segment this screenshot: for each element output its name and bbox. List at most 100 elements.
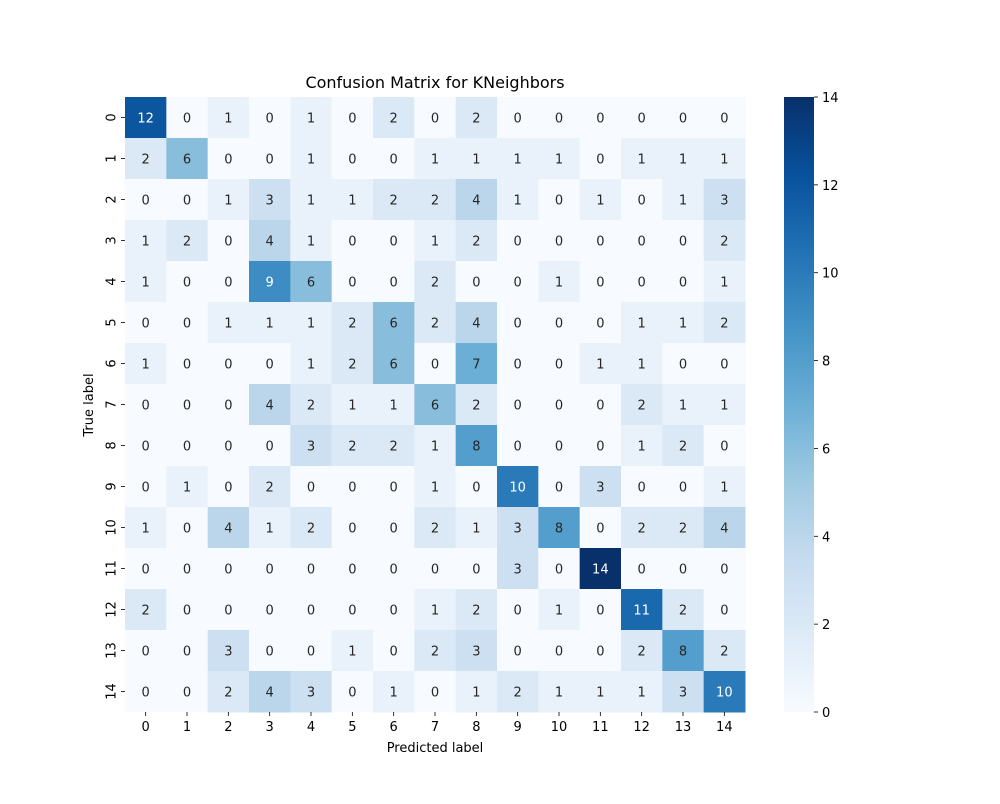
heatmap-cell (703, 179, 746, 221)
heatmap-cell (703, 507, 746, 549)
heatmap-cell (414, 507, 457, 549)
cell-value-label: 0 (596, 317, 604, 332)
heatmap-cell (207, 179, 250, 221)
cell-value-label: 1 (638, 153, 646, 168)
heatmap-cell (703, 630, 746, 672)
heatmap-cell (497, 343, 539, 385)
cell-value-label: 0 (555, 645, 563, 660)
heatmap-cell (207, 302, 250, 344)
cell-value-label: 1 (348, 399, 356, 414)
cell-value-label: 2 (472, 112, 480, 127)
heatmap-cell (455, 138, 498, 180)
heatmap-cell (331, 507, 374, 549)
cell-value-label: 0 (390, 522, 398, 537)
heatmap-cell (414, 671, 457, 713)
cell-value-label: 12 (137, 112, 154, 127)
x-tick-label: 11 (592, 720, 609, 735)
cell-value-label: 0 (390, 645, 398, 660)
cell-value-label: 0 (183, 358, 191, 373)
cell-value-label: 0 (638, 194, 646, 209)
cell-value-label: 0 (720, 358, 728, 373)
heatmap-cell (579, 630, 622, 672)
heatmap-cell (455, 343, 498, 385)
heatmap-cell (373, 466, 415, 508)
y-tick-label: 11 (105, 560, 120, 577)
cell-value-label: 0 (348, 522, 356, 537)
cell-value-label: 0 (720, 604, 728, 619)
heatmap-cell (166, 384, 209, 426)
heatmap-cell (166, 138, 209, 180)
heatmap-cell (331, 261, 374, 303)
heatmap-cell (249, 466, 291, 508)
cell-value-label: 0 (514, 440, 522, 455)
cell-value-label: 0 (596, 112, 604, 127)
cell-value-label: 1 (472, 686, 480, 701)
cell-value-label: 1 (348, 645, 356, 660)
colorbar-ticks: 0 2 4 6 8 10 12 14 (814, 91, 839, 721)
heatmap-cell (373, 302, 415, 344)
heatmap-cell (621, 302, 663, 344)
cell-value-label: 3 (224, 645, 232, 660)
cell-value-label: 0 (555, 112, 563, 127)
x-tick-label: 10 (551, 720, 568, 735)
heatmap-cell (249, 179, 291, 221)
cell-value-label: 0 (720, 112, 728, 127)
cell-value-label: 0 (679, 563, 687, 578)
cell-value-label: 0 (142, 686, 150, 701)
heatmap-cell (290, 548, 333, 590)
cell-value-label: 0 (514, 645, 522, 660)
heatmap-cell (579, 384, 622, 426)
heatmap-cell (331, 97, 374, 139)
cell-value-label: 1 (307, 112, 315, 127)
heatmap-cell (703, 589, 746, 631)
heatmap-cell (621, 507, 663, 549)
cell-value-label: 1 (390, 686, 398, 701)
heatmap-cell (703, 466, 746, 508)
cell-value-label: 1 (638, 317, 646, 332)
heatmap-cell (497, 630, 539, 672)
cell-value-label: 1 (224, 317, 232, 332)
heatmap-cell (249, 97, 291, 139)
heatmap-cell (290, 671, 333, 713)
y-tick-label: 5 (105, 318, 120, 326)
heatmap-cell (125, 179, 167, 221)
heatmap-cell (621, 671, 663, 713)
cell-value-label: 3 (307, 440, 315, 455)
heatmap-cell (207, 630, 250, 672)
heatmap-cell (538, 343, 581, 385)
heatmap-cell (331, 548, 374, 590)
colorbar-tick-label: 2 (822, 618, 830, 633)
cell-value-label: 0 (596, 522, 604, 537)
cell-value-label: 1 (472, 522, 480, 537)
cell-value-label: 1 (720, 481, 728, 496)
y-tick-label: 14 (105, 683, 120, 700)
heatmap-cell (662, 138, 705, 180)
heatmap-cell (538, 302, 581, 344)
cell-value-label: 2 (142, 604, 150, 619)
cell-value-label: 8 (555, 522, 563, 537)
heatmap-cell (207, 261, 250, 303)
heatmap-cell (579, 507, 622, 549)
heatmap-cell (125, 548, 167, 590)
cell-value-label: 0 (348, 112, 356, 127)
cell-value-label: 1 (679, 317, 687, 332)
cell-value-label: 0 (596, 440, 604, 455)
heatmap-cell (166, 630, 209, 672)
heatmap-cell (579, 548, 622, 590)
heatmap-cell (497, 425, 539, 467)
heatmap-cell (331, 138, 374, 180)
cell-value-label: 0 (679, 235, 687, 250)
cell-value-label: 0 (348, 153, 356, 168)
heatmap-cell (125, 630, 167, 672)
heatmap-cell (166, 507, 209, 549)
cell-value-label: 0 (224, 399, 232, 414)
x-tick-label: 4 (307, 720, 315, 735)
heatmap-cell (373, 589, 415, 631)
cell-value-label: 2 (307, 522, 315, 537)
heatmap-cell (125, 97, 167, 139)
y-tick-label: 10 (105, 519, 120, 536)
cell-value-label: 1 (307, 358, 315, 373)
heatmap-cell (662, 261, 705, 303)
heatmap-cell (373, 630, 415, 672)
heatmap-cell (621, 179, 663, 221)
